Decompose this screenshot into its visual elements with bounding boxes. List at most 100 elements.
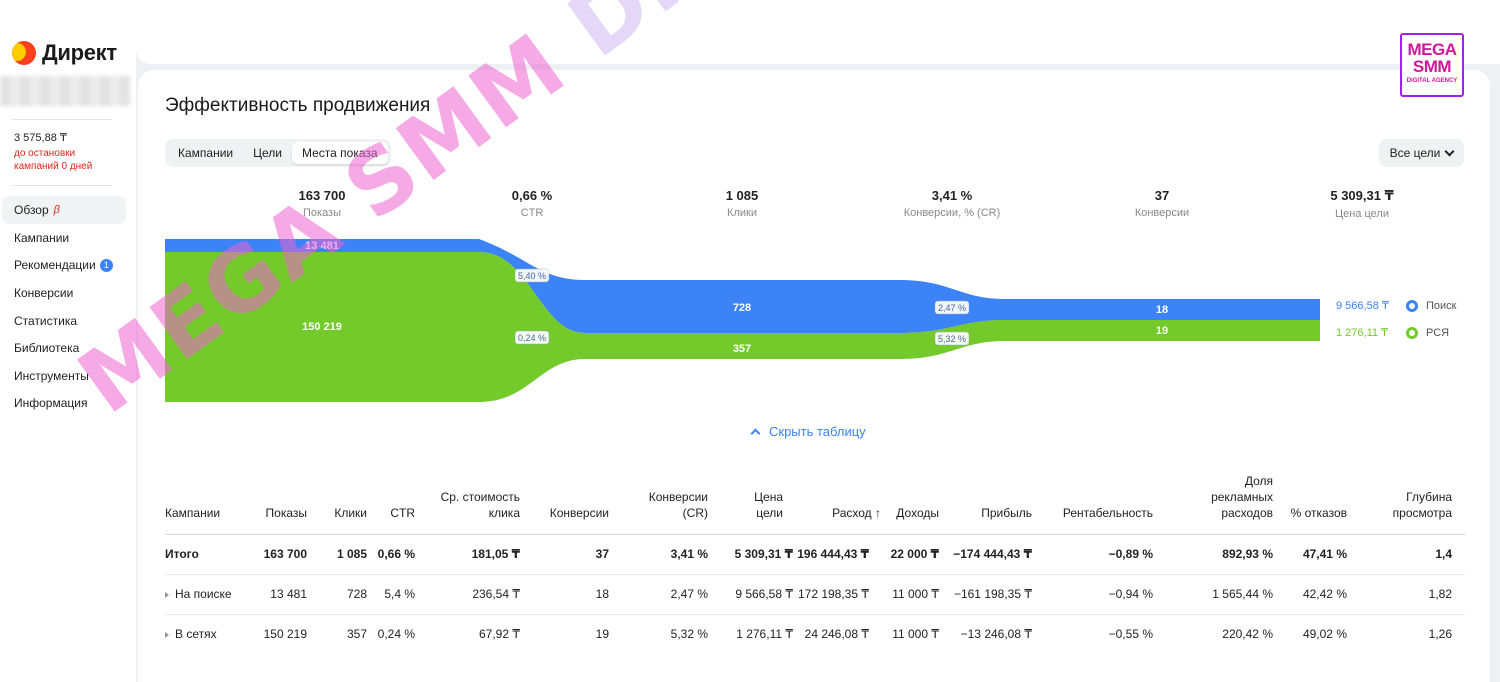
radio-icon (1406, 326, 1418, 339)
goals-select-label: Все цели (1389, 146, 1441, 160)
metric-value: 163 700 (298, 188, 346, 203)
metric-value: 1 085 (725, 188, 759, 203)
table-cell: 0,24 % (377, 627, 415, 641)
table-cell: −0,55 % (1108, 627, 1153, 641)
table-cell: −161 198,35 ₸ (953, 587, 1032, 601)
col-campaigns[interactable]: Кампании (165, 506, 221, 520)
table-cell: 19 (595, 627, 609, 641)
brand-line: DIGITAL AGENCY (1406, 78, 1458, 84)
metric-label: CTR (520, 207, 544, 219)
col-goal-cost[interactable]: Цена цели (754, 490, 783, 520)
legend-search[interactable]: 9 566,58 ₸ Поиск (1336, 299, 1456, 312)
metric-value: 5 309,31 ₸ (1330, 188, 1394, 203)
table-cell: −13 246,08 ₸ (960, 627, 1032, 641)
table-cell[interactable]: На поиске (165, 587, 232, 601)
table-cell: −0,94 % (1108, 587, 1153, 601)
logo[interactable]: Директ (12, 40, 117, 66)
metric-impressions: 163 700 Показы (257, 188, 387, 219)
sidebar-item-overview[interactable]: Обзор β (2, 196, 126, 224)
account-name-blurred[interactable] (0, 76, 130, 106)
table-cell: 22 000 ₸ (890, 547, 939, 561)
row-label: На поиске (175, 587, 232, 601)
sidebar-item-conversions[interactable]: Конверсии (0, 279, 136, 307)
hide-table-label: Скрыть таблицу (769, 424, 866, 439)
table-row-networks[interactable]: В сетях 150 219 357 0,24 % 67,92 ₸ 19 5,… (165, 615, 1465, 655)
table-cell: 1 276,11 ₸ (736, 627, 793, 641)
table-row-total: Итого 163 700 1 085 0,66 % 181,05 ₸ 37 3… (165, 535, 1465, 575)
balance-warning: до остановки кампаний 0 дней (14, 148, 93, 172)
table-cell: 5 309,31 ₸ (734, 547, 793, 561)
col-profit[interactable]: Прибыль (981, 506, 1032, 520)
metric-label: Цена цели (1335, 208, 1389, 220)
sidebar-item-statistics[interactable]: Статистика (0, 307, 136, 335)
sidebar-item-label: Конверсии (14, 285, 74, 300)
top-bar (136, 0, 1500, 64)
table-cell: 1 565,44 % (1212, 587, 1273, 601)
col-ad-share[interactable]: Доля рекламных расходов (1211, 474, 1273, 520)
brand-line: SMM (1412, 57, 1452, 76)
legend-name: РСЯ (1426, 326, 1450, 339)
table-cell: 220,42 % (1222, 627, 1273, 641)
col-profitability[interactable]: Рентабельность (1062, 506, 1153, 520)
sidebar-item-label: Обзор (14, 203, 49, 217)
balance[interactable]: 3 575,88 ₸ (14, 132, 67, 144)
tab-campaigns[interactable]: Кампании (178, 146, 234, 160)
table-header: Кампании Показы Клики CTR Ср. стоимость … (165, 470, 1465, 535)
sidebar-item-label: Статистика (14, 313, 78, 328)
table-cell: 1,4 (1435, 547, 1452, 561)
sidebar-item-library[interactable]: Библиотека (0, 334, 136, 362)
table-cell: 236,54 ₸ (472, 587, 520, 601)
col-impressions[interactable]: Показы (265, 506, 307, 520)
radio-icon (1406, 299, 1418, 312)
metric-label: Показы (302, 207, 342, 219)
col-revenue[interactable]: Доходы (896, 506, 939, 520)
sidebar: Директ 3 575,88 ₸ до остановки кампаний … (0, 0, 136, 682)
sidebar-item-campaigns[interactable]: Кампании (0, 224, 136, 252)
table-cell: 1,82 (1428, 587, 1452, 601)
col-conversions[interactable]: Конверсии (549, 506, 609, 520)
sidebar-item-info[interactable]: Информация (0, 390, 136, 418)
sidebar-item-label: Информация (14, 396, 88, 411)
metric-value: 37 (1154, 188, 1170, 203)
metric-cr: 3,41 % Конверсии, % (CR) (887, 188, 1017, 219)
page-title: Эффективность продвижения (165, 95, 431, 116)
stats-table: Кампании Показы Клики CTR Ср. стоимость … (165, 470, 1465, 655)
col-ctr[interactable]: CTR (390, 506, 415, 520)
metric-label: Конверсии (1134, 207, 1190, 219)
table-row-search[interactable]: На поиске 13 481 728 5,4 % 236,54 ₸ 18 2… (165, 575, 1465, 615)
sidebar-item-label: Инструменты (14, 368, 89, 383)
table-cell[interactable]: В сетях (165, 627, 217, 641)
sidebar-item-tools[interactable]: Инструменты (0, 362, 136, 390)
col-avg-cpc[interactable]: Ср. стоимость клика (440, 490, 520, 520)
expand-triangle-icon[interactable] (165, 631, 169, 638)
table-cell: −0,89 % (1108, 547, 1153, 561)
table-cell: Итого (165, 547, 199, 561)
col-depth[interactable]: Глубина просмотра (1392, 490, 1452, 520)
tab-placements[interactable]: Места показа (291, 142, 388, 164)
table-cell: 49,02 % (1302, 627, 1347, 641)
tab-goals[interactable]: Цели (253, 146, 282, 160)
col-bounce[interactable]: % отказов (1290, 506, 1347, 520)
col-clicks[interactable]: Клики (334, 506, 367, 520)
table-cell: 67,92 ₸ (479, 627, 520, 641)
legend-rsya[interactable]: 1 276,11 ₸ РСЯ (1336, 326, 1449, 339)
col-cr[interactable]: Конверсии (CR) (648, 490, 708, 520)
legend-name: Поиск (1426, 299, 1457, 312)
sidebar-item-recommendations[interactable]: Рекомендации 1 (0, 252, 136, 280)
table-cell: 13 481 (270, 587, 307, 601)
hide-table-toggle[interactable]: Скрыть таблицу (750, 424, 866, 439)
table-cell: 1,26 (1428, 627, 1452, 641)
logo-text: Директ (42, 40, 117, 65)
table-cell: 11 000 ₸ (892, 587, 939, 601)
table-cell: 357 (346, 627, 367, 641)
metric-conversions: 37 Конверсии (1097, 188, 1227, 219)
brand-logo: MEGA SMM DIGITAL AGENCY (1400, 33, 1464, 97)
expand-triangle-icon[interactable] (165, 591, 169, 598)
table-cell: 5,4 % (384, 587, 415, 601)
chevron-down-icon (1444, 146, 1455, 156)
table-cell: 892,93 % (1222, 547, 1273, 561)
col-spend[interactable]: Расход ↑ (832, 506, 881, 520)
table-cell: 163 700 (263, 547, 307, 561)
goals-select[interactable]: Все цели (1379, 139, 1464, 167)
metric-label: Конверсии, % (CR) (903, 207, 1001, 219)
